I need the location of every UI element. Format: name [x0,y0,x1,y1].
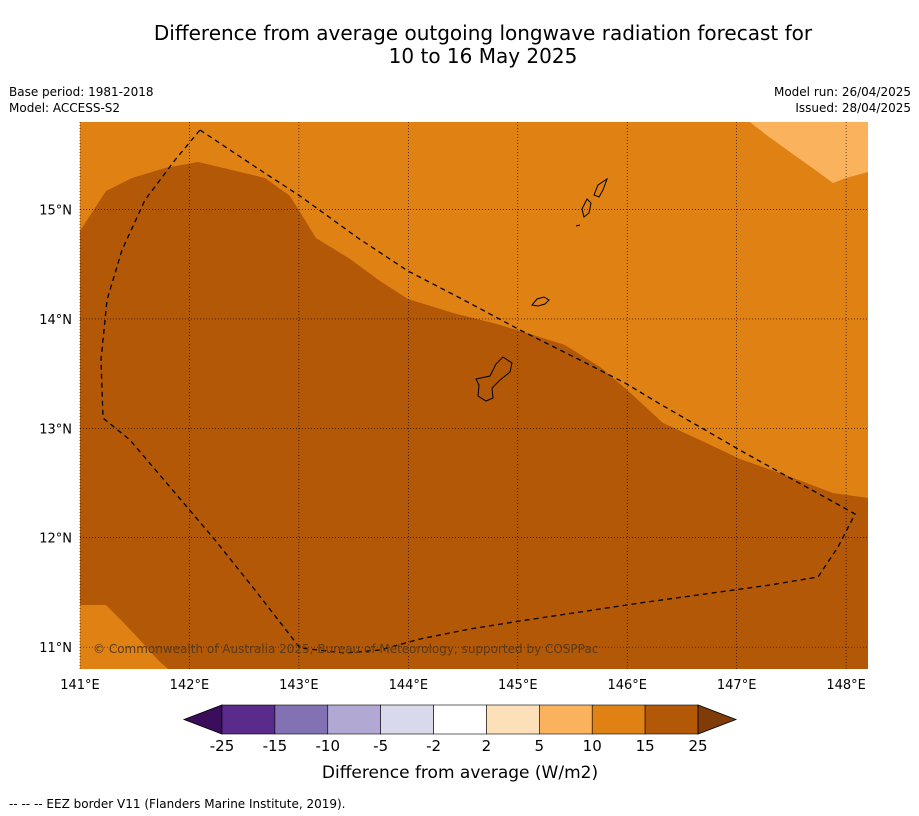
colorbar-segment [380,704,434,735]
y-axis: 15°N 14°N 13°N 12°N 11°N [39,204,72,657]
y-tick-label: 14°N [39,313,72,328]
footer-note: -- -- -- EEZ border V11 (Flanders Marine… [9,797,346,811]
colorbar-segment [644,704,699,735]
y-tick-label: 15°N [39,204,72,219]
x-tick-label: 141°E [60,678,100,693]
title-line-1: Difference from average outgoing longwav… [153,21,813,45]
issued-text: Issued: 28/04/2025 [795,101,911,115]
colorbar: -25 -15 -10 -5 -2 2 5 10 15 25 [182,704,738,755]
chart-title: Difference from average outgoing longwav… [0,22,919,68]
x-tick-label: 148°E [826,678,866,693]
colorbar-segment [274,704,329,735]
x-axis: 141°E 142°E 143°E 144°E 145°E 146°E 147°E 148°E [60,678,866,693]
island-tinian [581,198,592,218]
colorbar-segment [327,704,381,735]
map-field [80,122,868,669]
eez-border [100,129,856,654]
colorbar-segment [591,704,646,735]
island-saipan [593,177,608,198]
colorbar-tick-label: 15 [636,737,655,755]
colorbar-segment [486,704,540,735]
colorbar-tick-label: 2 [482,737,492,755]
colorbar-extend-high [697,704,738,735]
info-left: Base period: 1981-2018 Model: ACCESS-S2 [9,84,154,116]
colorbar-tick-label: -2 [426,737,441,755]
base-period-text: Base period: 1981-2018 [9,85,154,99]
colorbar-tick-label: 10 [583,737,602,755]
y-tick-label: 11°N [39,641,72,656]
islands [475,177,608,402]
colorbar-tick-label: -15 [263,737,288,755]
region-5-10 [750,122,868,183]
colorbar-extend-low [182,704,223,735]
x-tick-label: 144°E [389,678,429,693]
colorbar-tick-label: 5 [535,737,545,755]
x-tick-label: 146°E [607,678,647,693]
island-aguijan [575,224,581,227]
island-rota [531,296,550,307]
x-tick-label: 145°E [498,678,538,693]
y-tick-label: 12°N [39,532,72,547]
copyright-text: © Commonwealth of Australia 2025, Bureau… [93,642,598,656]
model-text: Model: ACCESS-S2 [9,101,121,115]
x-tick-label: 143°E [279,678,319,693]
title-line-2: 10 to 16 May 2025 [388,44,578,68]
colorbar-segment [539,704,593,735]
region-15-25 [80,162,868,669]
colorbar-label: Difference from average (W/m2) [322,763,598,783]
colorbar-tick-label: -5 [373,737,388,755]
graticule [79,122,868,669]
colorbar-tick-label: -10 [316,737,341,755]
x-tick-label: 142°E [170,678,210,693]
colorbar-tick-label: -25 [210,737,235,755]
x-tick-label: 147°E [717,678,757,693]
island-guam [475,356,513,402]
model-run-text: Model run: 26/04/2025 [773,85,911,99]
colorbar-segment [221,704,276,735]
colorbar-segment [433,704,487,735]
info-right: Model run: 26/04/2025 Issued: 28/04/2025 [774,84,911,116]
y-tick-label: 13°N [39,422,72,437]
colorbar-tick-label: 25 [688,737,707,755]
